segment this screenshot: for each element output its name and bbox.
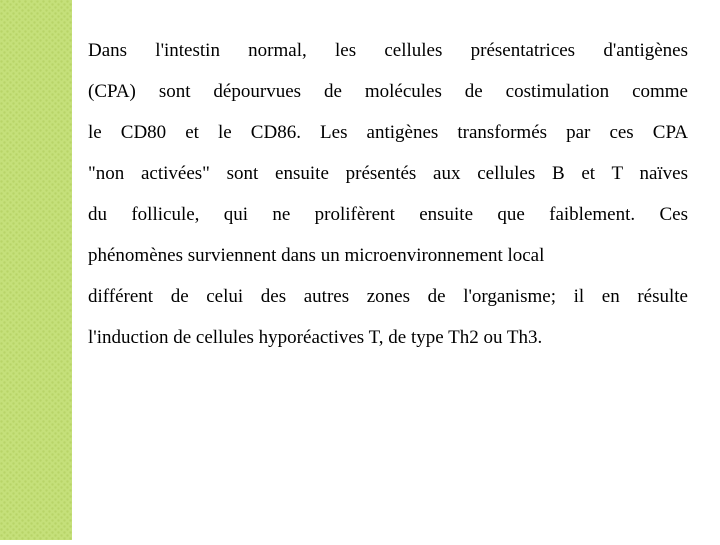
text-line: du follicule, qui ne prolifèrent ensuite… [88,204,688,226]
sidebar-pattern [0,0,72,540]
text-line: phénomènes surviennent dans un microenvi… [88,245,688,267]
paragraph: Dans l'intestin normal, les cellules pré… [88,40,688,349]
text-line: différent de celui des autres zones de l… [88,286,688,308]
body-text-block: Dans l'intestin normal, les cellules pré… [88,40,688,349]
decorative-sidebar [0,0,72,540]
text-line: "non activées" sont ensuite présentés au… [88,163,688,185]
text-line: l'induction de cellules hyporéactives T,… [88,327,688,349]
text-line: le CD80 et le CD86. Les antigènes transf… [88,122,688,144]
text-line: (CPA) sont dépourvues de molécules de co… [88,81,688,103]
text-line: Dans l'intestin normal, les cellules pré… [88,40,688,62]
